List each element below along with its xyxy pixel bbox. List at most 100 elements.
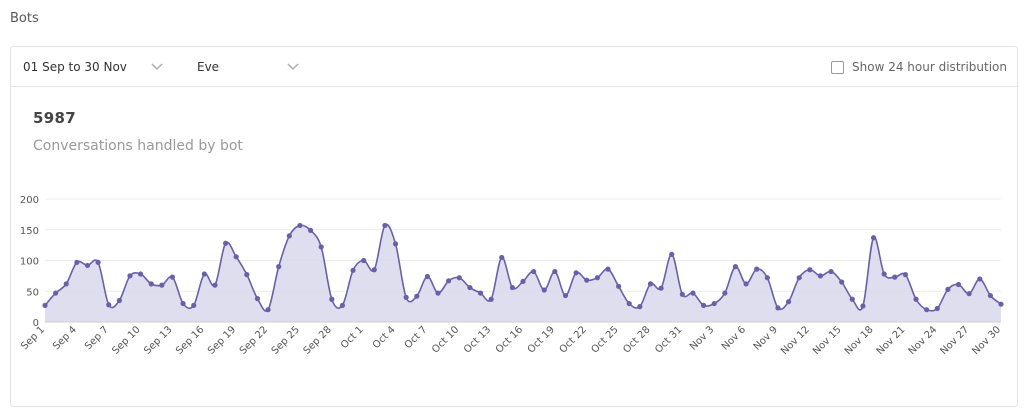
data-point[interactable] — [573, 270, 579, 276]
data-point[interactable] — [902, 272, 909, 278]
data-point[interactable] — [424, 273, 430, 280]
data-point[interactable] — [870, 235, 877, 241]
data-point[interactable] — [775, 305, 781, 311]
data-point[interactable] — [690, 290, 696, 296]
data-point[interactable] — [371, 267, 377, 273]
data-point[interactable] — [807, 267, 813, 273]
data-point[interactable] — [541, 287, 547, 293]
data-point[interactable] — [626, 300, 632, 307]
data-point[interactable] — [350, 267, 356, 273]
data-point[interactable] — [499, 254, 505, 261]
data-point[interactable] — [42, 302, 48, 308]
data-point[interactable] — [934, 305, 940, 312]
data-point[interactable] — [509, 284, 515, 291]
data-point[interactable] — [159, 282, 165, 288]
data-point[interactable] — [955, 281, 962, 288]
data-point[interactable] — [616, 283, 622, 289]
data-point[interactable] — [244, 272, 250, 278]
data-point[interactable] — [254, 296, 261, 302]
data-point[interactable] — [987, 292, 993, 299]
data-point[interactable] — [212, 282, 218, 288]
data-point[interactable] — [839, 279, 845, 285]
data-point[interactable] — [754, 266, 760, 272]
data-point[interactable] — [520, 278, 526, 285]
data-point[interactable] — [414, 293, 420, 299]
data-point[interactable] — [977, 276, 983, 282]
data-point[interactable] — [318, 244, 324, 250]
data-point[interactable] — [881, 271, 887, 277]
data-point[interactable] — [297, 222, 303, 229]
data-point[interactable] — [339, 302, 346, 308]
data-point[interactable] — [435, 290, 441, 296]
data-point[interactable] — [446, 278, 452, 284]
data-point[interactable] — [849, 296, 855, 302]
data-point[interactable] — [764, 275, 770, 281]
data-point[interactable] — [276, 264, 282, 270]
data-point[interactable] — [84, 262, 91, 269]
data-point[interactable] — [796, 275, 802, 281]
data-point[interactable] — [605, 266, 611, 272]
data-point[interactable] — [265, 307, 271, 313]
kpi-value: 5987 — [33, 109, 76, 127]
data-point[interactable] — [647, 281, 654, 287]
data-point[interactable] — [924, 307, 930, 313]
data-point[interactable] — [488, 296, 494, 302]
agent-value: Eve — [197, 60, 220, 74]
agent-select[interactable]: Eve — [197, 47, 307, 87]
data-point[interactable] — [95, 259, 101, 265]
data-point[interactable] — [106, 302, 112, 308]
data-point[interactable] — [116, 297, 122, 304]
data-point[interactable] — [169, 274, 176, 280]
data-point[interactable] — [127, 273, 133, 279]
data-point[interactable] — [722, 290, 728, 296]
data-point[interactable] — [456, 275, 462, 281]
data-point[interactable] — [966, 291, 972, 297]
data-point[interactable] — [403, 294, 409, 300]
data-point[interactable] — [531, 268, 537, 275]
data-point[interactable] — [785, 299, 792, 305]
data-point[interactable] — [191, 302, 197, 308]
data-point[interactable] — [180, 300, 186, 307]
data-point[interactable] — [700, 302, 707, 308]
data-point[interactable] — [74, 259, 80, 265]
data-point[interactable] — [222, 240, 229, 246]
data-point[interactable] — [860, 303, 866, 309]
data-point[interactable] — [382, 222, 388, 229]
data-point[interactable] — [828, 268, 834, 275]
data-point[interactable] — [201, 271, 207, 277]
data-point[interactable] — [945, 286, 951, 293]
data-point[interactable] — [392, 241, 399, 247]
data-point[interactable] — [552, 268, 558, 275]
data-point[interactable] — [913, 296, 919, 302]
show-24h-distribution-toggle[interactable]: Show 24 hour distribution — [831, 47, 1007, 87]
data-point[interactable] — [148, 281, 154, 287]
data-point[interactable] — [594, 275, 600, 281]
data-point[interactable] — [63, 281, 69, 287]
data-point[interactable] — [329, 296, 335, 302]
x-tick-label: Oct 13 — [462, 324, 493, 355]
x-tick-label: Sep 13 — [142, 324, 174, 356]
data-point[interactable] — [892, 274, 898, 280]
x-tick-label: Sep 25 — [270, 324, 302, 356]
data-point[interactable] — [998, 301, 1004, 307]
data-point[interactable] — [233, 254, 239, 260]
data-point[interactable] — [732, 264, 739, 270]
data-point[interactable] — [53, 290, 59, 296]
data-point[interactable] — [679, 291, 685, 297]
data-point[interactable] — [669, 251, 675, 257]
data-point[interactable] — [286, 233, 292, 239]
data-point[interactable] — [467, 284, 473, 291]
data-point[interactable] — [817, 273, 824, 279]
data-point[interactable] — [361, 257, 367, 264]
data-point[interactable] — [477, 290, 484, 296]
data-point[interactable] — [584, 277, 590, 283]
date-range-select[interactable]: 01 Sep to 30 Nov — [23, 47, 163, 87]
checkbox-icon[interactable] — [831, 60, 845, 74]
data-point[interactable] — [711, 300, 717, 307]
data-point[interactable] — [637, 304, 643, 310]
data-point[interactable] — [743, 281, 749, 287]
data-point[interactable] — [562, 292, 569, 299]
data-point[interactable] — [658, 285, 664, 291]
data-point[interactable] — [307, 227, 314, 233]
data-point[interactable] — [138, 271, 144, 277]
